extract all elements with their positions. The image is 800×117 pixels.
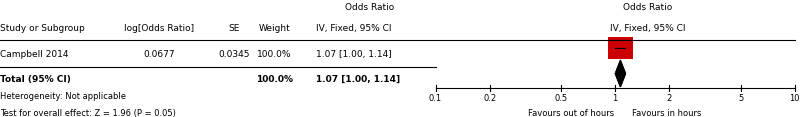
Text: log[Odds Ratio]: log[Odds Ratio] <box>124 24 194 33</box>
Text: 100.0%: 100.0% <box>256 75 293 84</box>
Text: Odds Ratio: Odds Ratio <box>623 3 672 12</box>
Text: Odds Ratio: Odds Ratio <box>345 3 394 12</box>
FancyBboxPatch shape <box>608 37 633 59</box>
Text: SE: SE <box>229 24 240 33</box>
Polygon shape <box>615 60 626 87</box>
Text: 0.2: 0.2 <box>483 94 496 103</box>
Text: Weight: Weight <box>258 24 290 33</box>
Text: 0.5: 0.5 <box>554 94 568 103</box>
Text: 0.1: 0.1 <box>429 94 442 103</box>
Text: Heterogeneity: Not applicable: Heterogeneity: Not applicable <box>0 92 126 101</box>
Text: 100.0%: 100.0% <box>257 50 291 59</box>
Text: IV, Fixed, 95% CI: IV, Fixed, 95% CI <box>316 24 392 33</box>
Text: 0.0345: 0.0345 <box>218 50 250 59</box>
Text: 10: 10 <box>790 94 800 103</box>
Text: 5: 5 <box>738 94 743 103</box>
Text: Test for overall effect: Z = 1.96 (P = 0.05): Test for overall effect: Z = 1.96 (P = 0… <box>0 109 176 117</box>
Text: Total (95% CI): Total (95% CI) <box>0 75 71 84</box>
Text: 1: 1 <box>613 94 618 103</box>
Text: Favours out of hours: Favours out of hours <box>528 109 614 117</box>
Text: Campbell 2014: Campbell 2014 <box>0 50 69 59</box>
Text: 1.07 [1.00, 1.14]: 1.07 [1.00, 1.14] <box>316 50 392 59</box>
Text: Study or Subgroup: Study or Subgroup <box>0 24 85 33</box>
Text: 0.0677: 0.0677 <box>143 50 174 59</box>
Text: Favours in hours: Favours in hours <box>632 109 702 117</box>
Text: 1.07 [1.00, 1.14]: 1.07 [1.00, 1.14] <box>316 75 401 84</box>
Text: 2: 2 <box>666 94 672 103</box>
Text: IV, Fixed, 95% CI: IV, Fixed, 95% CI <box>610 24 686 33</box>
